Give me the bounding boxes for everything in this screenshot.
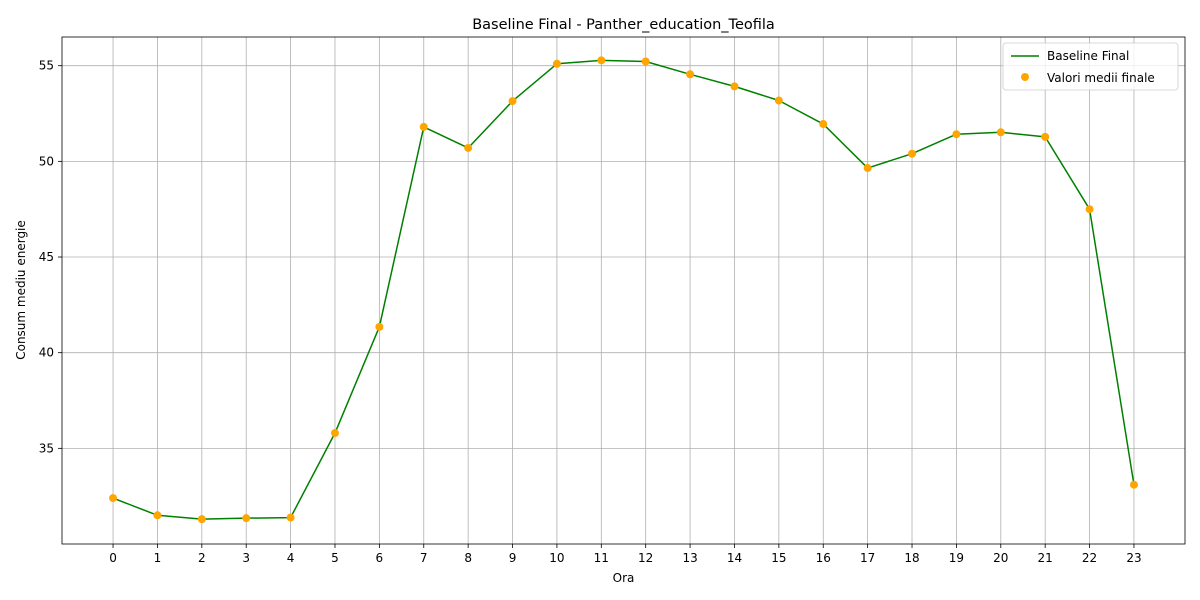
- mean-value-point: [508, 97, 517, 106]
- mean-value-point: [686, 70, 695, 79]
- mean-value-point: [641, 57, 650, 66]
- baseline-final-line: [112, 59, 1135, 520]
- mean-value-point: [774, 96, 783, 105]
- mean-value-point: [1085, 205, 1094, 214]
- mean-value-point: [464, 143, 473, 152]
- mean-value-point: [819, 120, 828, 129]
- x-tick-label: 15: [771, 551, 786, 565]
- y-tick-label: 45: [39, 250, 54, 264]
- x-tick-label: 13: [682, 551, 697, 565]
- x-tick-label: 2: [198, 551, 206, 565]
- mean-value-point: [242, 514, 251, 523]
- mean-value-point: [109, 494, 118, 503]
- mean-value-point: [730, 82, 739, 91]
- x-tick-label: 6: [376, 551, 384, 565]
- mean-value-point: [153, 511, 162, 520]
- x-tick-label: 7: [420, 551, 428, 565]
- plot-frame: [61, 36, 1186, 545]
- legend-label-values: Valori medii finale: [1047, 71, 1155, 85]
- legend-label-baseline: Baseline Final: [1047, 49, 1129, 63]
- mean-value-point: [1129, 480, 1138, 489]
- y-axis-ticks: 35 40 45 50 55: [39, 59, 62, 455]
- x-tick-label: 10: [549, 551, 564, 565]
- x-tick-label: 18: [904, 551, 919, 565]
- mean-value-point: [952, 130, 961, 139]
- grid-lines: [62, 37, 1185, 544]
- y-tick-label: 55: [39, 59, 54, 73]
- x-tick-label: 17: [860, 551, 875, 565]
- legend-box: [1002, 42, 1179, 91]
- x-tick-label: 4: [287, 551, 295, 565]
- x-tick-label: 14: [727, 551, 742, 565]
- mean-value-point: [419, 122, 428, 131]
- mean-value-point: [996, 128, 1005, 137]
- x-tick-label: 11: [594, 551, 609, 565]
- legend: Baseline Final Valori medii finale: [1002, 42, 1179, 91]
- y-axis-label: Consum mediu energie: [14, 220, 28, 360]
- x-tick-label: 16: [816, 551, 831, 565]
- mean-value-point: [908, 149, 917, 158]
- mean-value-point: [197, 515, 206, 524]
- x-tick-label: 0: [109, 551, 117, 565]
- series-layer: [109, 56, 1138, 524]
- x-tick-label: 12: [638, 551, 653, 565]
- y-tick-label: 50: [39, 154, 54, 168]
- chart-title: Baseline Final - Panther_education_Teofi…: [472, 17, 775, 33]
- mean-value-point: [330, 429, 339, 438]
- x-tick-label: 20: [993, 551, 1008, 565]
- mean-value-point: [286, 513, 295, 522]
- y-tick-label: 40: [39, 346, 54, 360]
- mean-value-point: [863, 164, 872, 173]
- x-tick-label: 3: [242, 551, 250, 565]
- x-tick-label: 9: [509, 551, 517, 565]
- mean-value-point: [597, 56, 606, 65]
- x-axis-label: Ora: [613, 571, 635, 585]
- x-axis-ticks: 0 1 2 3 4 5 6 7 8 9 10 11 12 13 14 15 16 17 18 19 20 21 22 23: [109, 544, 1142, 565]
- x-tick-label: 8: [464, 551, 472, 565]
- x-tick-label: 5: [331, 551, 339, 565]
- mean-value-point: [1041, 132, 1050, 141]
- legend-scatter-marker: [1021, 73, 1029, 81]
- x-tick-label: 19: [949, 551, 964, 565]
- mean-value-point: [375, 322, 384, 331]
- mean-value-point: [552, 59, 561, 68]
- x-tick-label: 21: [1038, 551, 1053, 565]
- x-tick-label: 22: [1082, 551, 1097, 565]
- x-tick-label: 1: [154, 551, 162, 565]
- x-tick-label: 23: [1126, 551, 1141, 565]
- y-tick-label: 35: [39, 441, 54, 455]
